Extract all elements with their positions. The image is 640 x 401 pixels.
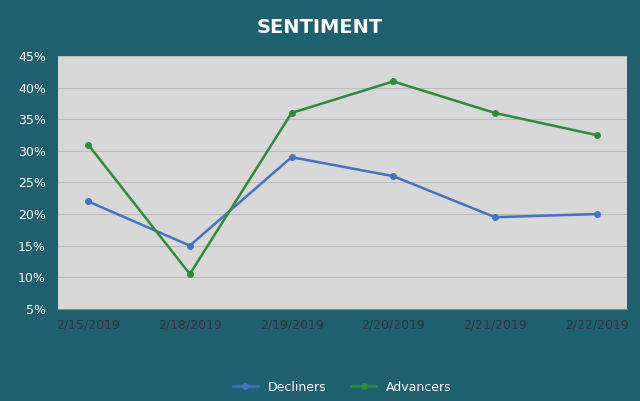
Decliners [593,212,600,217]
Legend: Decliners, Advancers: Decliners, Advancers [228,375,457,399]
Line: Advancers: Advancers [85,79,600,277]
Text: SENTIMENT: SENTIMENT [257,18,383,36]
Decliners [491,215,499,220]
Decliners [84,199,92,204]
Decliners [186,243,194,248]
Advancers [84,142,92,147]
Advancers [389,79,397,84]
Advancers [186,271,194,276]
Advancers [593,133,600,138]
Advancers [491,111,499,115]
Advancers [288,111,296,115]
Line: Decliners: Decliners [85,154,600,248]
Decliners [389,174,397,178]
Decliners [288,155,296,160]
